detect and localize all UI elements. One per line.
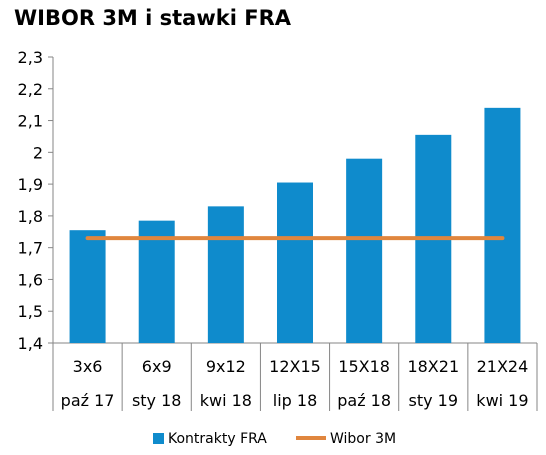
x-tick-label-date: paź 17 <box>61 391 115 410</box>
x-tick-label-date: kwi 19 <box>476 391 528 410</box>
bar <box>277 182 313 343</box>
x-tick-label-date: sty 18 <box>132 391 182 410</box>
y-tick-label: 1,8 <box>18 207 43 226</box>
y-axis-ticks: 1,4 1,5 1,6 1,7 1,8 1,9 2 2,1 2,2 2,3 <box>18 48 53 353</box>
x-tick-label-contract: 9x12 <box>206 357 246 376</box>
y-tick-label: 1,9 <box>18 175 43 194</box>
y-tick-label: 1,5 <box>18 302 43 321</box>
legend-swatch-fra <box>153 433 164 444</box>
x-tick-label-date: sty 19 <box>409 391 459 410</box>
y-tick-label: 2,3 <box>18 48 43 67</box>
x-tick-label-contract: 12X15 <box>269 357 321 376</box>
legend-label-fra: Kontrakty FRA <box>168 431 267 447</box>
x-tick-label-date: lip 18 <box>273 391 318 410</box>
x-tick-label-contract: 18X21 <box>407 357 459 376</box>
bar-series <box>69 107 521 343</box>
chart-legend: Kontrakty FRA Wibor 3M <box>153 431 396 447</box>
bar <box>346 158 383 343</box>
chart-title: WIBOR 3M i stawki FRA <box>14 6 291 30</box>
bar <box>138 220 175 343</box>
bar <box>207 206 244 343</box>
y-tick-label: 1,7 <box>18 239 43 258</box>
y-tick-label: 2,1 <box>18 112 43 131</box>
x-tick-label-contract: 3x6 <box>73 357 103 376</box>
x-tick-label-contract: 15X18 <box>338 357 390 376</box>
y-tick-label: 1,6 <box>18 270 43 289</box>
bar <box>484 107 521 343</box>
y-tick-label: 1,4 <box>18 334 43 353</box>
x-tick-label-contract: 6x9 <box>142 357 172 376</box>
x-tick-label-date: kwi 18 <box>200 391 252 410</box>
bar <box>69 230 106 343</box>
y-tick-label: 2 <box>33 143 43 162</box>
y-tick-label: 2,2 <box>18 80 43 99</box>
x-tick-label-contract: 21X24 <box>477 357 529 376</box>
x-tick-label-date: paź 18 <box>337 391 391 410</box>
x-axis-labels: 3x6 paź 17 6x9 sty 18 9x12 kwi 18 12X15 lip 18 1… <box>61 357 529 410</box>
legend-label-wibor: Wibor 3M <box>330 431 396 447</box>
